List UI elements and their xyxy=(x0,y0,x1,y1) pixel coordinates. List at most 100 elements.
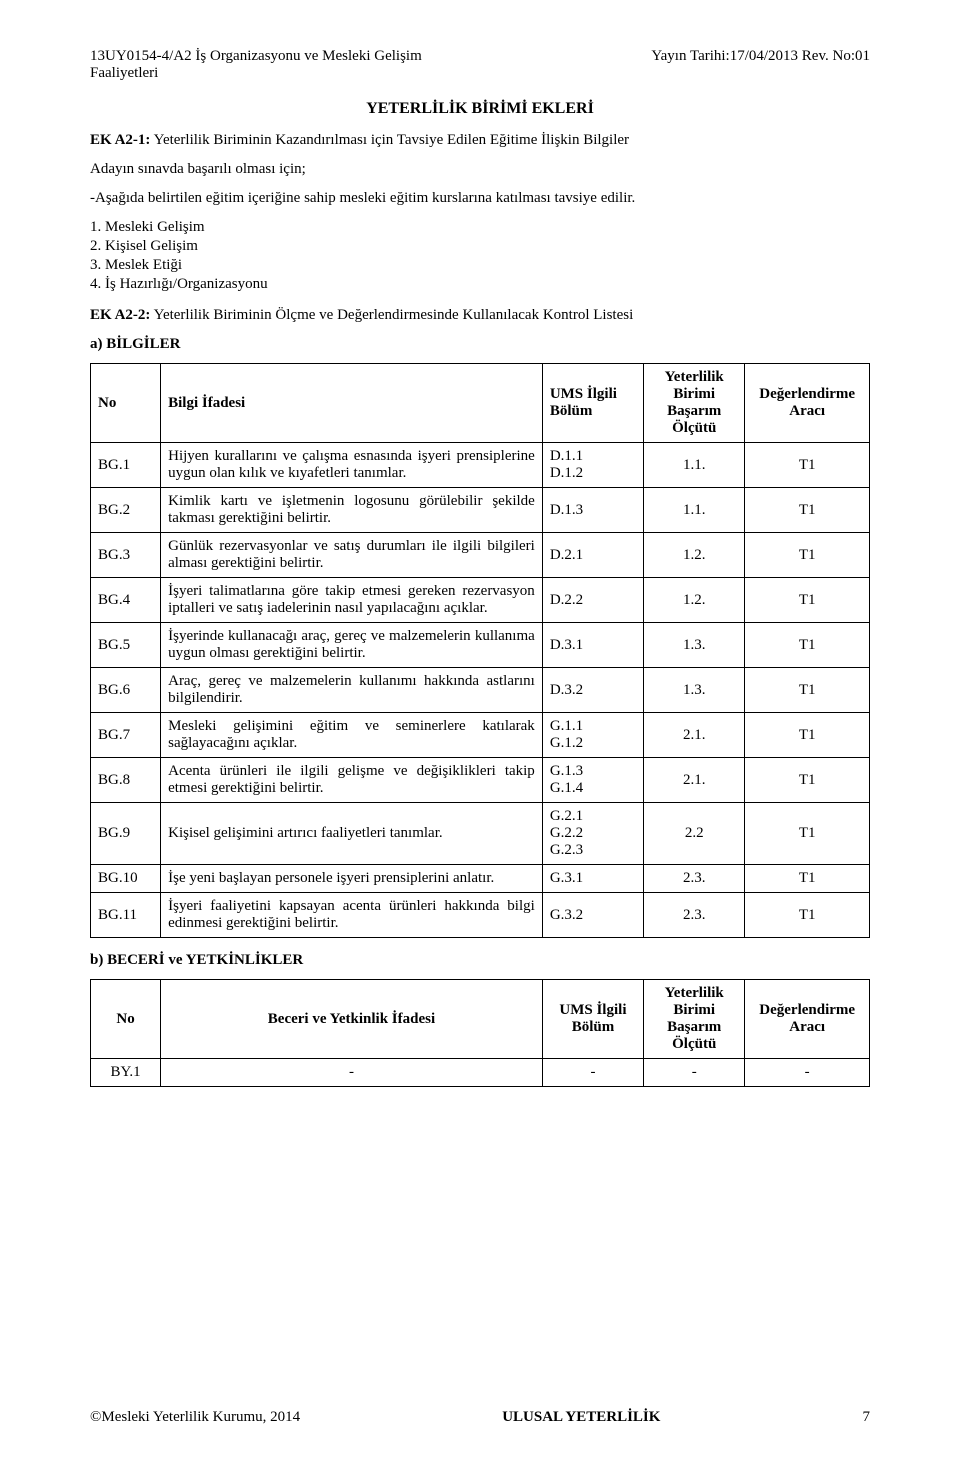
cell-basarim: 1.3. xyxy=(644,623,745,668)
cell-ums: D.2.1 xyxy=(542,533,643,578)
col-ums: UMS İlgili Bölüm xyxy=(542,980,643,1059)
col-bas-l2: Birimi xyxy=(673,1002,715,1018)
table-row: BG.10İşe yeni başlayan personele işyeri … xyxy=(91,865,870,893)
table-row: BY.1---- xyxy=(91,1059,870,1087)
cell-araci: T1 xyxy=(745,893,870,938)
cell-basarim: 2.3. xyxy=(644,893,745,938)
cell-ums: G.2.1G.2.2G.2.3 xyxy=(542,803,643,865)
col-no: No xyxy=(91,980,161,1059)
col-ums: UMS İlgili Bölüm xyxy=(542,364,643,443)
list-item: 2. Kişisel Gelişim xyxy=(90,238,870,255)
col-beceri: Beceri ve Yetkinlik İfadesi xyxy=(161,980,543,1059)
cell-no: BG.9 xyxy=(91,803,161,865)
cell-basarim: 2.1. xyxy=(644,758,745,803)
col-ums-l2: Bölüm xyxy=(572,1019,615,1035)
beceri-table: No Beceri ve Yetkinlik İfadesi UMS İlgil… xyxy=(90,979,870,1087)
col-ums-l1: UMS İlgili xyxy=(559,1002,626,1018)
list-item: 1. Mesleki Gelişim xyxy=(90,219,870,236)
table-row: BG.2Kimlik kartı ve işletmenin logosunu … xyxy=(91,488,870,533)
cell-araci: T1 xyxy=(745,443,870,488)
header-left-line2: Faaliyetleri xyxy=(90,65,158,81)
table-row: BG.11İşyeri faaliyetini kapsayan acenta … xyxy=(91,893,870,938)
col-basarim: Yeterlilik Birimi Başarım Ölçütü xyxy=(644,364,745,443)
cell-basarim: 2.3. xyxy=(644,865,745,893)
cell-ifade: Kimlik kartı ve işletmenin logosunu görü… xyxy=(161,488,543,533)
ek-a2-2-title: EK A2-2: Yeterlilik Biriminin Ölçme ve D… xyxy=(90,307,870,324)
list-item: 3. Meslek Etiği xyxy=(90,257,870,274)
col-bilgi: Bilgi İfadesi xyxy=(161,364,543,443)
page-header: 13UY0154-4/A2 İş Organizasyonu ve Meslek… xyxy=(90,48,870,82)
page-footer: ©Mesleki Yeterlilik Kurumu, 2014 ULUSAL … xyxy=(90,1409,870,1426)
col-bas-l3: Başarım xyxy=(667,1019,721,1035)
col-ums-l1: UMS İlgili xyxy=(550,386,617,402)
cell-ifade: Hijyen kurallarını ve çalışma esnasında … xyxy=(161,443,543,488)
cell-basarim: - xyxy=(644,1059,745,1087)
cell-ums: D.2.2 xyxy=(542,578,643,623)
ek-a2-2-rest: Yeterlilik Biriminin Ölçme ve Değerlendi… xyxy=(150,307,633,323)
cell-no: BG.3 xyxy=(91,533,161,578)
table-row: BG.9Kişisel gelişimini artırıcı faaliyet… xyxy=(91,803,870,865)
cell-no: BG.4 xyxy=(91,578,161,623)
table-header-row: No Bilgi İfadesi UMS İlgili Bölüm Yeterl… xyxy=(91,364,870,443)
cell-no: BY.1 xyxy=(91,1059,161,1087)
cell-ifade: Kişisel gelişimini artırıcı faaliyetleri… xyxy=(161,803,543,865)
cell-araci: T1 xyxy=(745,713,870,758)
cell-no: BG.6 xyxy=(91,668,161,713)
cell-basarim: 2.1. xyxy=(644,713,745,758)
header-left: 13UY0154-4/A2 İş Organizasyonu ve Meslek… xyxy=(90,48,422,82)
table-row: BG.8Acenta ürünleri ile ilgili gelişme v… xyxy=(91,758,870,803)
cell-ifade: Günlük rezervasyonlar ve satış durumları… xyxy=(161,533,543,578)
cell-ums: G.1.1G.1.2 xyxy=(542,713,643,758)
cell-basarim: 1.1. xyxy=(644,488,745,533)
cell-basarim: 1.1. xyxy=(644,443,745,488)
intro-para-1: Adayın sınavda başarılı olması için; xyxy=(90,161,870,178)
col-ara-l2: Aracı xyxy=(789,1019,825,1035)
col-basarim: Yeterlilik Birimi Başarım Ölçütü xyxy=(644,980,745,1059)
footer-left: ©Mesleki Yeterlilik Kurumu, 2014 xyxy=(90,1409,300,1426)
bilgiler-table: No Bilgi İfadesi UMS İlgili Bölüm Yeterl… xyxy=(90,363,870,938)
cell-basarim: 1.2. xyxy=(644,533,745,578)
footer-page-number: 7 xyxy=(862,1409,870,1426)
cell-ifade: Araç, gereç ve malzemelerin kullanımı ha… xyxy=(161,668,543,713)
table-header-row: No Beceri ve Yetkinlik İfadesi UMS İlgil… xyxy=(91,980,870,1059)
footer-mid: ULUSAL YETERLİLİK xyxy=(502,1409,660,1426)
cell-ums: G.1.3G.1.4 xyxy=(542,758,643,803)
col-bas-l4: Ölçütü xyxy=(672,420,716,436)
cell-no: BG.2 xyxy=(91,488,161,533)
cell-araci: T1 xyxy=(745,668,870,713)
cell-ums: D.3.2 xyxy=(542,668,643,713)
table-row: BG.5İşyerinde kullanacağı araç, gereç ve… xyxy=(91,623,870,668)
cell-ums: - xyxy=(542,1059,643,1087)
course-list: 1. Mesleki Gelişim 2. Kişisel Gelişim 3.… xyxy=(90,219,870,293)
col-ums-l2: Bölüm xyxy=(550,403,593,419)
col-bas-l3: Başarım xyxy=(667,403,721,419)
cell-ums: G.3.2 xyxy=(542,893,643,938)
cell-basarim: 1.2. xyxy=(644,578,745,623)
label-a-bilgiler: a) BİLGİLER xyxy=(90,336,870,353)
cell-no: BG.11 xyxy=(91,893,161,938)
cell-ifade: Mesleki gelişimini eğitim ve seminerlere… xyxy=(161,713,543,758)
table-row: BG.7Mesleki gelişimini eğitim ve seminer… xyxy=(91,713,870,758)
col-araci: Değerlendirme Aracı xyxy=(745,980,870,1059)
cell-basarim: 2.2 xyxy=(644,803,745,865)
label-b-beceri: b) BECERİ ve YETKİNLİKLER xyxy=(90,952,870,969)
cell-araci: T1 xyxy=(745,533,870,578)
cell-ifade: İşyerinde kullanacağı araç, gereç ve mal… xyxy=(161,623,543,668)
col-bas-l1: Yeterlilik xyxy=(665,369,724,385)
cell-araci: T1 xyxy=(745,865,870,893)
cell-no: BG.1 xyxy=(91,443,161,488)
header-right: Yayın Tarihi:17/04/2013 Rev. No:01 xyxy=(651,48,870,82)
ek-a2-1-rest: Yeterlilik Biriminin Kazandırılması için… xyxy=(150,132,629,148)
cell-araci: - xyxy=(745,1059,870,1087)
col-bas-l2: Birimi xyxy=(673,386,715,402)
cell-araci: T1 xyxy=(745,488,870,533)
table-row: BG.1Hijyen kurallarını ve çalışma esnası… xyxy=(91,443,870,488)
col-no: No xyxy=(91,364,161,443)
intro-para-2: -Aşağıda belirtilen eğitim içeriğine sah… xyxy=(90,190,870,207)
col-bas-l1: Yeterlilik xyxy=(665,985,724,1001)
cell-ifade: İşyeri faaliyetini kapsayan acenta ürünl… xyxy=(161,893,543,938)
cell-araci: T1 xyxy=(745,758,870,803)
ek-a2-1-title: EK A2-1: Yeterlilik Biriminin Kazandırıl… xyxy=(90,132,870,149)
cell-ifade: İşyeri talimatlarına göre takip etmesi g… xyxy=(161,578,543,623)
cell-no: BG.7 xyxy=(91,713,161,758)
